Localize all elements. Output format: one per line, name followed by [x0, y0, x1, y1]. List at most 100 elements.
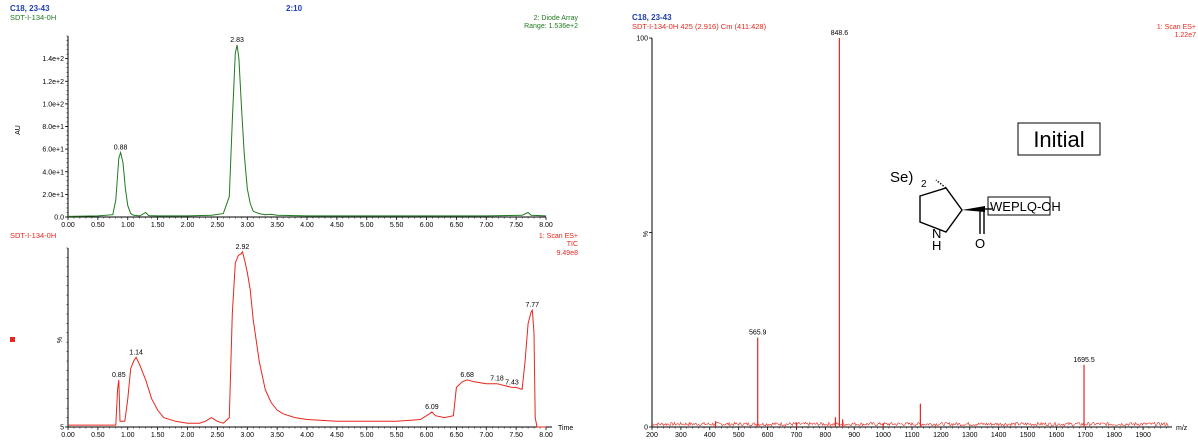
tic-peak-label: 6.09 [425, 404, 439, 411]
initial-label: Initial [1033, 127, 1084, 152]
uv-y-axis-label: AU [15, 125, 22, 135]
tic-x-tick-label: 8.00 [539, 432, 553, 439]
uv-x-tick-label: 2.50 [211, 222, 225, 229]
tic-peak-label: 7.43 [505, 379, 519, 386]
uv-x-tick-label: 2.00 [181, 222, 195, 229]
tic-trace-type: TIC [567, 241, 578, 248]
tic-peak-label: 6.68 [460, 372, 474, 379]
ms-y-axis-label: % [643, 231, 650, 237]
ms-y-tick-label: 100 [636, 36, 648, 43]
ms-y-tick-label: 0 [644, 425, 648, 432]
ms-x-tick-label: 1600 [1049, 432, 1065, 439]
tic-chart: SDT-I-134-0H 1: Scan ES+ TIC 9.49e8 % Ti… [10, 231, 578, 439]
ms-x-tick-label: 700 [791, 432, 803, 439]
tic-peak-label: 7.18 [490, 376, 504, 383]
ms-x-tick-label: 400 [704, 432, 716, 439]
nh-h-label: H [932, 238, 941, 253]
ms-x-tick-label: 900 [848, 432, 860, 439]
tic-x-tick-label: 0.00 [61, 432, 75, 439]
tic-intensity: 9.49e8 [557, 250, 579, 257]
header-left-method: C18, 23-43 [10, 4, 50, 13]
tic-x-tick-label: 2.50 [211, 432, 225, 439]
uv-x-tick-label: 7.00 [479, 222, 493, 229]
tic-x-tick-label: 7.50 [509, 432, 523, 439]
uv-y-tick-label: 8.0e+1 [42, 124, 64, 131]
se-subscript: 2 [921, 179, 927, 190]
tic-x-tick-label: 0.50 [91, 432, 105, 439]
tic-x-tick-label: 5.50 [390, 432, 404, 439]
ms-x-tick-label: 1500 [1020, 432, 1036, 439]
ms-x-tick-label: 200 [646, 432, 658, 439]
tic-x-axis-label: Time [558, 425, 573, 432]
ms-x-tick-label: 1900 [1135, 432, 1151, 439]
uv-y-tick-label: 1.0e+2 [42, 101, 64, 108]
tic-y-tick-label: 5 [60, 425, 64, 432]
ms-x-tick-label: 1100 [904, 432, 919, 439]
uv-x-tick-label: 4.50 [330, 222, 344, 229]
ms-peak-label: 1695.5 [1073, 357, 1095, 364]
ms-x-tick-label: 1000 [875, 432, 891, 439]
tic-sample-label: SDT-I-134-0H [10, 231, 56, 240]
tic-peak-label: 7.77 [525, 302, 539, 309]
uv-x-tick-label: 7.50 [509, 222, 523, 229]
tic-x-tick-label: 4.50 [330, 432, 344, 439]
ms-x-tick-label: 300 [675, 432, 687, 439]
tic-x-tick-label: 3.00 [240, 432, 254, 439]
header-left-sample: SDT-I-134-0H [10, 13, 56, 22]
uv-y-tick-label: 1.4e+2 [42, 56, 64, 63]
se-label: Se) [890, 169, 913, 186]
structure-drawing [919, 179, 992, 234]
sequence-label: WEPLQ-OH [990, 199, 1061, 214]
ms-chart: 1: Scan ES+ 1.22e7 % m/z 1000 200 300 400 5… [636, 24, 1196, 439]
ms-x-tick-label: 1200 [933, 432, 949, 439]
nh-label: N [932, 226, 941, 241]
ms-x-tick-label: 600 [762, 432, 774, 439]
tic-x-tick-label: 6.00 [420, 432, 434, 439]
ms-baseline-noise [651, 421, 1169, 427]
tic-series-line [68, 250, 546, 428]
ms-peak-label: 565.9 [749, 330, 767, 337]
tic-x-tick-label: 3.50 [270, 432, 284, 439]
tic-x-tick-label: 6.50 [450, 432, 464, 439]
tic-peak-label: 1.14 [129, 349, 143, 356]
uv-x-tick-label: 3.00 [240, 222, 254, 229]
tic-x-tick-label: 2.00 [181, 432, 195, 439]
header-right-method: C18, 23-43 [632, 13, 672, 22]
ms-x-tick-label: 1400 [991, 432, 1007, 439]
tic-trace-label: 1: Scan ES+ [539, 233, 578, 240]
tic-x-tick-label: 7.00 [479, 432, 493, 439]
tic-x-tick-label: 1.00 [121, 432, 135, 439]
ms-x-tick-label: 500 [733, 432, 745, 439]
ms-x-tick-label: 800 [819, 432, 831, 439]
ms-x-tick-label: 1700 [1078, 432, 1094, 439]
tic-x-tick-label: 1.50 [151, 432, 165, 439]
uv-x-tick-label: 5.00 [360, 222, 374, 229]
uv-x-tick-label: 0.50 [91, 222, 105, 229]
uv-x-tick-label: 8.00 [539, 222, 553, 229]
uv-x-tick-label: 6.50 [450, 222, 464, 229]
uv-y-tick-label: 1.2e+2 [42, 79, 64, 86]
header-left-time: 2:10 [286, 4, 303, 13]
uv-series-line [67, 44, 547, 217]
ms-trace-label: 1: Scan ES+ [1157, 24, 1196, 31]
uv-y-tick-label: 4.0e+1 [42, 169, 64, 176]
tic-x-tick-label: 5.00 [360, 432, 374, 439]
uv-x-tick-label: 3.50 [270, 222, 284, 229]
uv-chart: 2: Diode Array Range: 1.536e+2 AU 0.0 2.0… [15, 15, 578, 229]
uv-range-label: Range: 1.536e+2 [524, 23, 578, 30]
uv-x-tick-label: 1.50 [151, 222, 165, 229]
ms-x-tick-label: 1300 [962, 432, 978, 439]
uv-x-tick-label: 1.00 [121, 222, 135, 229]
uv-x-tick-label: 6.00 [420, 222, 434, 229]
uv-y-tick-label: 6.0e+1 [42, 147, 64, 154]
ms-peak-label: 848.6 [831, 30, 849, 37]
uv-x-tick-label: 0.00 [61, 222, 75, 229]
uv-trace-label: 2: Diode Array [534, 15, 579, 22]
initial-box [1017, 122, 1101, 156]
ms-x-axis-label: m/z [1176, 425, 1188, 432]
uv-peak-label: 0.88 [114, 145, 128, 152]
uv-y-tick-label: 0.0 [54, 215, 64, 222]
ms-intensity: 1.22e7 [1175, 32, 1197, 39]
uv-x-tick-label: 4.00 [300, 222, 314, 229]
